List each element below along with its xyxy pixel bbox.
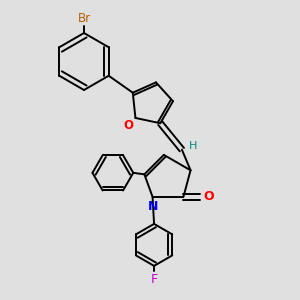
Text: Br: Br (77, 12, 91, 25)
Text: H: H (188, 141, 197, 151)
Text: F: F (151, 273, 158, 286)
Text: N: N (147, 200, 158, 213)
Text: O: O (203, 190, 214, 203)
Text: O: O (123, 119, 133, 133)
